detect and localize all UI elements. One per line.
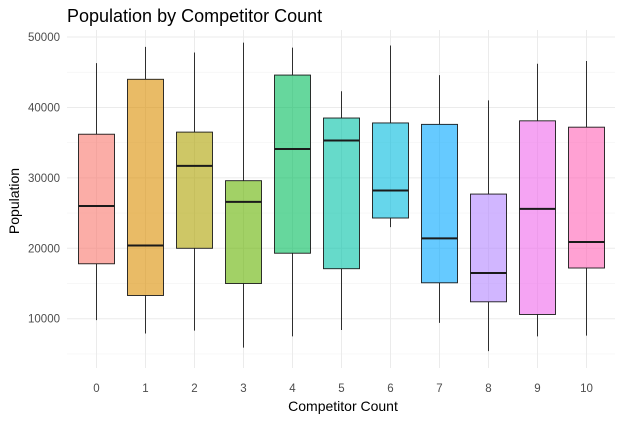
x-tick-label: 8 xyxy=(485,383,491,395)
y-tick-label: 20000 xyxy=(28,243,60,255)
x-tick-label: 3 xyxy=(240,383,246,395)
box-iqr xyxy=(127,78,164,296)
y-axis-title: Population xyxy=(6,168,22,234)
box-iqr xyxy=(323,117,360,270)
box-iqr xyxy=(470,193,507,303)
x-tick-label: 2 xyxy=(191,383,197,395)
box-category-10 xyxy=(568,60,605,336)
x-tick-label: 6 xyxy=(387,383,393,395)
chart-title: Population by Competitor Count xyxy=(67,6,322,26)
box-iqr xyxy=(225,180,262,284)
x-tick-label: 9 xyxy=(534,383,540,395)
box-category-6 xyxy=(372,45,409,228)
x-axis-tick-labels: 0 1 2 3 4 5 6 7 8 9 10 xyxy=(93,383,593,395)
box-iqr xyxy=(568,126,605,269)
x-tick-label: 7 xyxy=(436,383,442,395)
box-iqr xyxy=(274,74,311,254)
box-iqr xyxy=(176,131,213,249)
box-category-8 xyxy=(470,100,507,352)
x-tick-label: 5 xyxy=(338,383,344,395)
box-category-4 xyxy=(274,47,311,337)
x-tick-label: 0 xyxy=(93,383,99,395)
box-category-1 xyxy=(127,46,164,334)
y-tick-label: 10000 xyxy=(28,314,60,326)
x-tick-label: 1 xyxy=(142,383,148,395)
box-category-2 xyxy=(176,52,213,331)
x-axis-title: Competitor Count xyxy=(288,398,398,414)
box-iqr xyxy=(421,123,458,284)
y-axis-tick-labels: 10000 20000 30000 40000 50000 xyxy=(28,32,60,326)
box-iqr xyxy=(78,133,115,265)
box-iqr xyxy=(372,122,409,219)
box-series xyxy=(78,42,605,352)
box-category-7 xyxy=(421,75,458,323)
y-tick-label: 40000 xyxy=(28,102,60,114)
box-category-3 xyxy=(225,42,262,348)
x-tick-label: 4 xyxy=(289,383,296,395)
y-tick-label: 50000 xyxy=(28,32,60,44)
box-category-5 xyxy=(323,91,360,330)
box-category-0 xyxy=(78,63,115,321)
box-category-9 xyxy=(519,63,556,337)
box-iqr xyxy=(519,120,556,315)
y-tick-label: 30000 xyxy=(28,173,60,185)
x-tick-label: 10 xyxy=(580,383,593,395)
